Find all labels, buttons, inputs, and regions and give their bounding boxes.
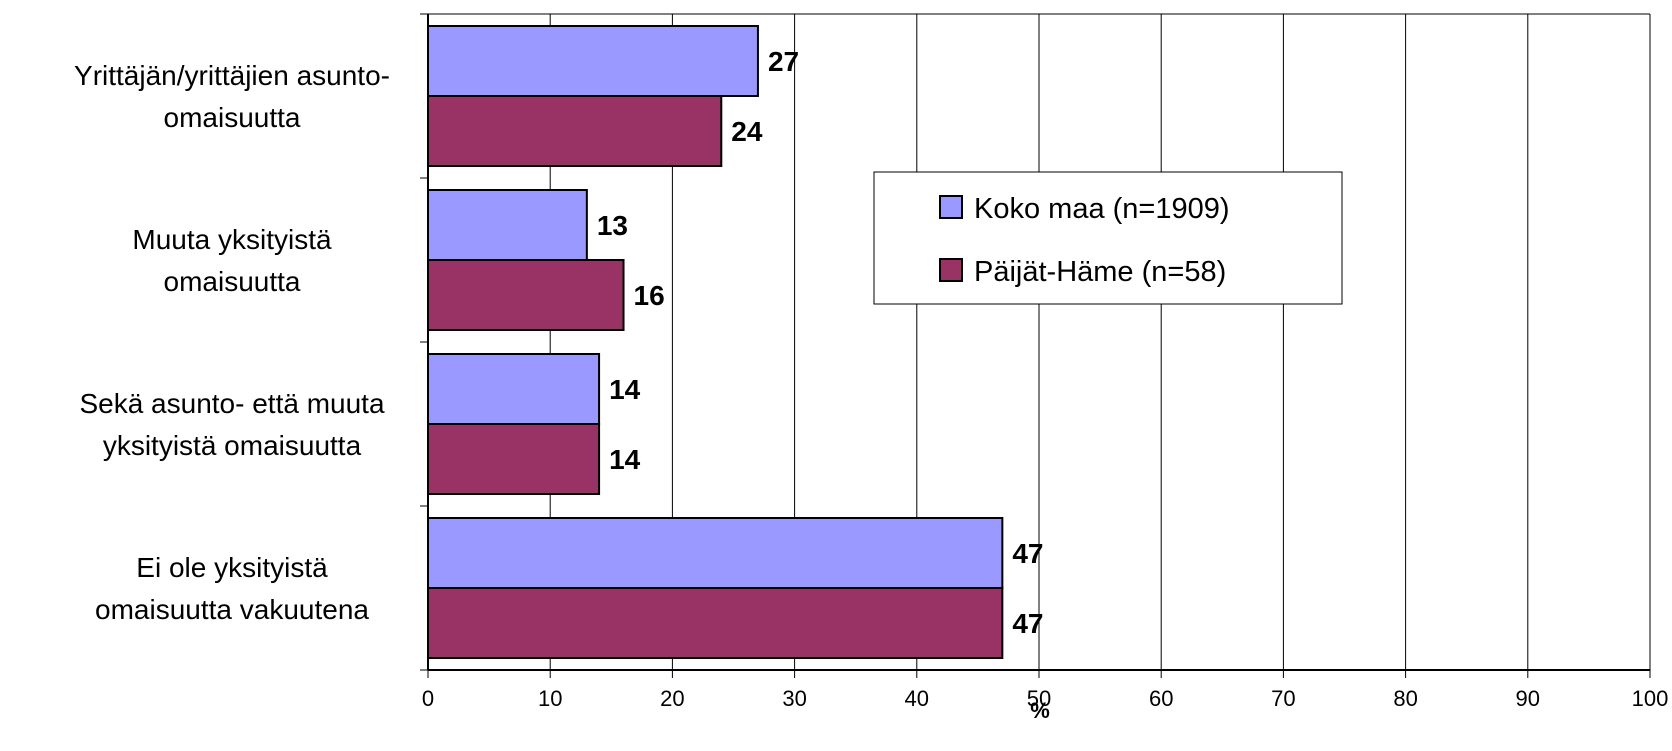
- data-label: 16: [634, 280, 665, 311]
- x-tick-label: 100: [1632, 686, 1669, 711]
- legend-label: Koko maa (n=1909): [974, 193, 1230, 225]
- x-tick-label: 10: [538, 686, 562, 711]
- x-tick-label: 90: [1516, 686, 1540, 711]
- bar: [427, 95, 723, 167]
- data-label: 47: [1012, 538, 1043, 569]
- legend-label: Päijät-Häme (n=58): [974, 256, 1226, 288]
- category-label: Yrittäjän/yrittäjien asunto-: [74, 60, 390, 91]
- category-label: yksityistä omaisuutta: [103, 430, 362, 461]
- bar: [427, 259, 625, 331]
- bar: [427, 423, 601, 495]
- legend-swatch: [939, 195, 963, 219]
- labels: 0 10 20 30 40 50 60 70 80 90 100 27 24 Yrittäjän/yrit…: [74, 46, 1668, 711]
- bar: [427, 353, 601, 425]
- category-label: Sekä asunto- että muuta: [79, 388, 385, 419]
- x-tick-label: 60: [1149, 686, 1173, 711]
- x-tick-label: 40: [905, 686, 929, 711]
- data-label: 47: [1012, 608, 1043, 639]
- axes: [420, 13, 1651, 678]
- data-label: 27: [768, 46, 799, 77]
- x-tick-label: 20: [660, 686, 684, 711]
- bars: [427, 25, 1004, 659]
- data-label: 14: [609, 374, 641, 405]
- legend: Koko maa (n=1909) Päijät-Häme (n=58): [873, 171, 1343, 305]
- category-label: omaisuutta vakuutena: [95, 594, 369, 625]
- bar: [427, 587, 1004, 659]
- category-label: omaisuutta: [164, 102, 301, 133]
- x-tick-label: 50: [1027, 686, 1051, 711]
- x-axis-title: %: [1030, 698, 1050, 723]
- data-label: 14: [609, 444, 641, 475]
- bar: [427, 25, 759, 97]
- data-label: 13: [597, 210, 628, 241]
- category-label: Muuta yksityistä: [132, 224, 332, 255]
- bar: [427, 517, 1004, 589]
- x-tick-label: 30: [782, 686, 806, 711]
- bar: [427, 189, 588, 261]
- category-label: omaisuutta: [164, 266, 301, 297]
- x-tick-label: 70: [1271, 686, 1295, 711]
- data-label: 24: [731, 116, 763, 147]
- x-tick-label: 0: [422, 686, 434, 711]
- x-tick-label: 80: [1393, 686, 1417, 711]
- legend-swatch: [939, 258, 963, 282]
- category-label: Ei ole yksityistä: [136, 552, 328, 583]
